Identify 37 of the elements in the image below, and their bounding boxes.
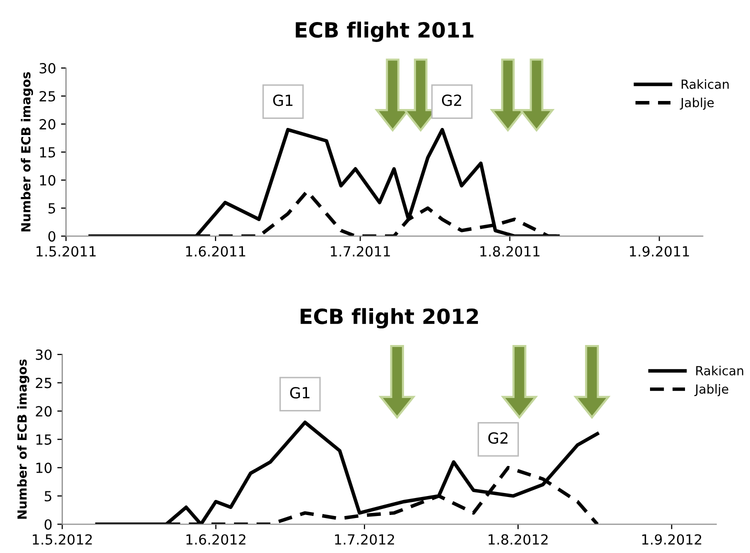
legend-label: Jablje <box>694 384 728 396</box>
x-tick-label: 1.9.2011 <box>630 246 689 257</box>
y-tick-label: 25 <box>36 378 52 388</box>
chart-title: ECB flight 2012 <box>300 308 478 328</box>
y-tick-label: 0 <box>44 519 52 530</box>
y-tick-label: 30 <box>40 62 56 74</box>
y-tick-label: 15 <box>36 434 52 445</box>
y-tick-label: 5 <box>44 491 52 502</box>
x-tick-label: 1.5.2011 <box>36 246 96 257</box>
x-tick-label: 1.6.2012 <box>186 534 246 545</box>
legend-label: Rakican <box>696 366 744 376</box>
y-tick-label: 5 <box>48 203 56 214</box>
y-axis-title: Number of ECB imagos <box>20 72 34 232</box>
legend-label: Jablje <box>680 98 714 110</box>
chart-title: ECB flight 2011 <box>296 22 474 42</box>
x-tick-label: 1.7.2011 <box>330 246 390 257</box>
y-tick-label: 30 <box>36 349 52 360</box>
annotation: G1 <box>273 94 292 106</box>
y-axis-title: Number of ECB imagos <box>17 359 30 519</box>
x-tick-label: 1.7.2012 <box>335 534 394 545</box>
x-tick-label: 1.8.2012 <box>488 534 548 545</box>
x-tick-label: 1.5.2012 <box>32 534 92 545</box>
y-tick-label: 25 <box>40 91 56 102</box>
y-tick-label: 10 <box>40 175 56 186</box>
y-tick-label: 20 <box>40 119 56 130</box>
x-tick-label: 1.6.2011 <box>186 246 246 257</box>
y-tick-label: 15 <box>40 147 56 158</box>
y-tick-label: 0 <box>48 231 56 242</box>
y-tick-label: 20 <box>36 406 52 417</box>
annotation: G2 <box>442 94 462 106</box>
annotation: G1 <box>290 386 310 399</box>
annotation: G2 <box>488 432 508 444</box>
x-tick-label: 1.8.2011 <box>480 246 540 257</box>
legend-label: Rakican <box>682 79 729 89</box>
line-series <box>95 420 600 524</box>
x-tick-label: 1.9.2012 <box>642 534 702 545</box>
y-tick-label: 10 <box>36 462 52 474</box>
